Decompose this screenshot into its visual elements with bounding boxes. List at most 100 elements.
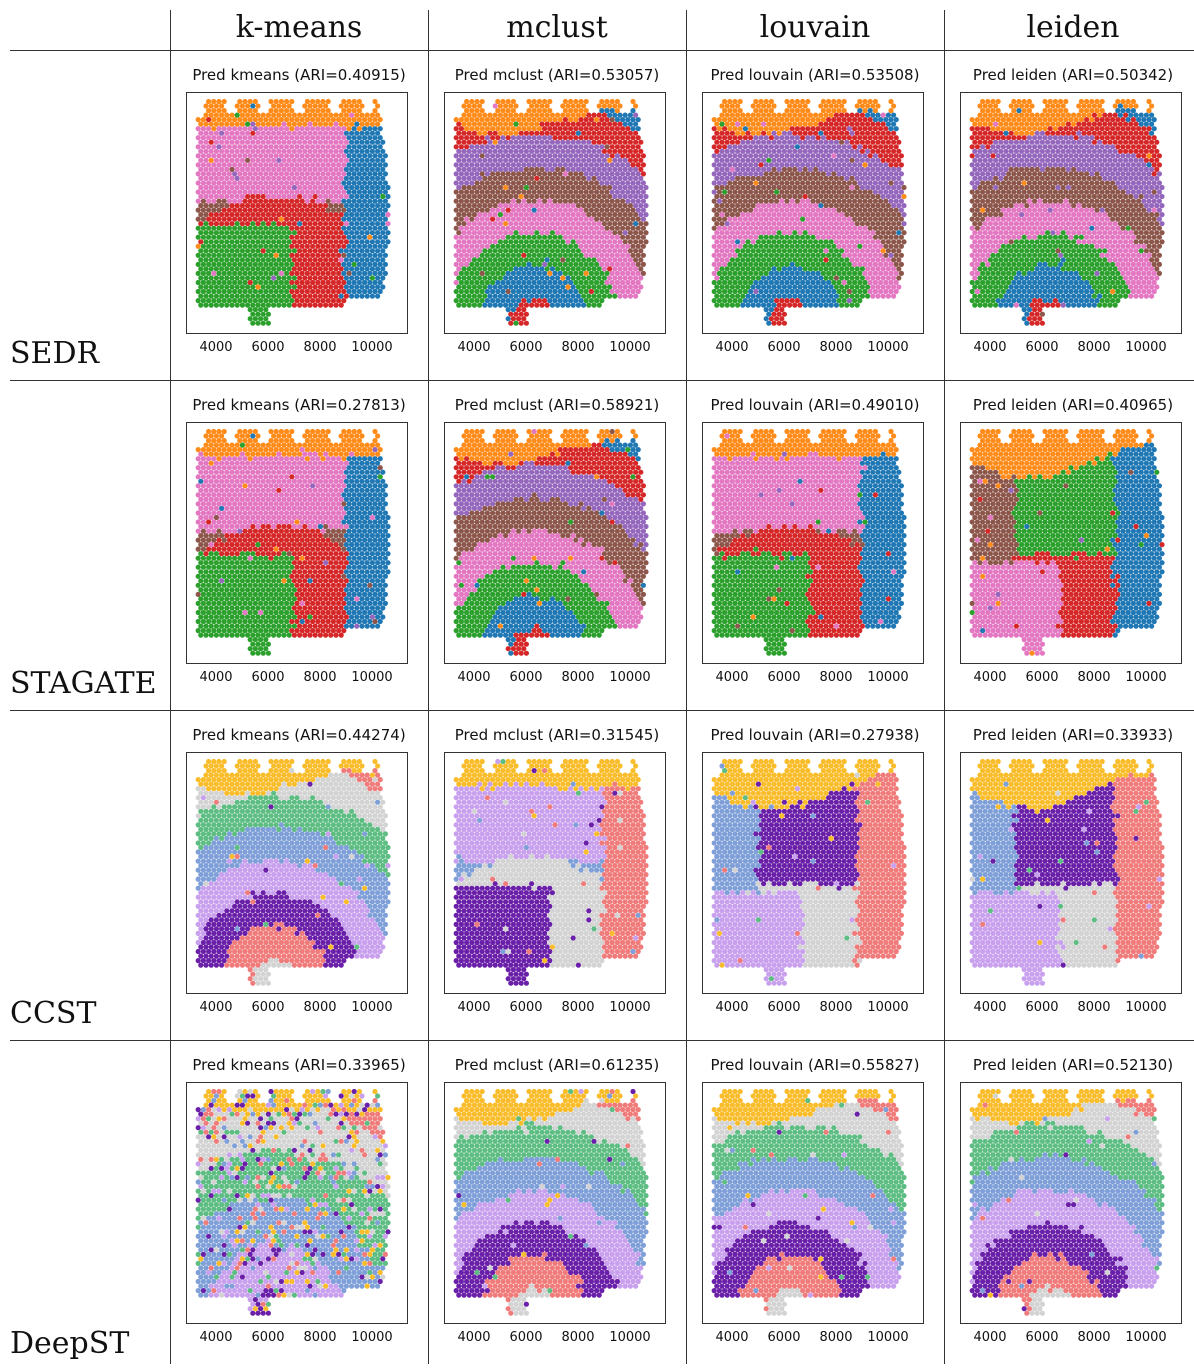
plot-panel: Pred leiden (ARI=0.52130) 4000 6000 8000 100… bbox=[944, 1040, 1194, 1370]
x-tick-label: 8000 bbox=[561, 340, 594, 355]
plot-title: Pred leiden (ARI=0.52130) bbox=[944, 1056, 1194, 1074]
row-rule bbox=[10, 1040, 1194, 1041]
x-axis-ticks: 4000 6000 8000 10000 bbox=[944, 340, 1194, 360]
plot-title: Pred leiden (ARI=0.40965) bbox=[944, 396, 1194, 414]
plot-area bbox=[444, 422, 666, 664]
plot-title: Pred leiden (ARI=0.33933) bbox=[944, 726, 1194, 744]
plot-area bbox=[186, 422, 408, 664]
x-tick-label: 4000 bbox=[457, 340, 490, 355]
column-rule bbox=[686, 10, 687, 1364]
spatial-scatter bbox=[969, 98, 1165, 326]
plot-area bbox=[960, 422, 1182, 664]
plot-area bbox=[960, 92, 1182, 334]
x-tick-label: 6000 bbox=[767, 1330, 800, 1345]
x-tick-label: 6000 bbox=[1025, 340, 1058, 355]
row-label: CCST bbox=[10, 996, 96, 1031]
x-tick-label: 6000 bbox=[767, 1000, 800, 1015]
x-tick-label: 6000 bbox=[767, 670, 800, 685]
plot-panel: Pred louvain (ARI=0.55827) 4000 6000 8000 10… bbox=[686, 1040, 944, 1370]
x-axis-ticks: 4000 6000 8000 10000 bbox=[428, 1000, 686, 1020]
x-tick-label: 10000 bbox=[351, 340, 392, 355]
row-rule bbox=[10, 380, 1194, 381]
plot-panel: Pred louvain (ARI=0.53508) 4000 6000 8000 10… bbox=[686, 50, 944, 380]
spatial-scatter bbox=[711, 428, 907, 656]
spatial-scatter bbox=[969, 1088, 1165, 1316]
x-axis-ticks: 4000 6000 8000 10000 bbox=[428, 670, 686, 690]
x-tick-label: 8000 bbox=[819, 670, 852, 685]
x-axis-ticks: 4000 6000 8000 10000 bbox=[944, 1000, 1194, 1020]
column-header: mclust bbox=[428, 6, 686, 50]
x-tick-label: 8000 bbox=[819, 1330, 852, 1345]
plot-panel: Pred kmeans (ARI=0.27813) 4000 6000 8000 100… bbox=[170, 380, 428, 710]
x-axis-ticks: 4000 6000 8000 10000 bbox=[686, 670, 944, 690]
plot-title: Pred mclust (ARI=0.58921) bbox=[428, 396, 686, 414]
spatial-scatter bbox=[969, 758, 1165, 986]
x-tick-label: 6000 bbox=[1025, 1330, 1058, 1345]
plot-panel: Pred mclust (ARI=0.31545) 4000 6000 8000 100… bbox=[428, 710, 686, 1040]
plot-area bbox=[186, 752, 408, 994]
plot-panel: Pred kmeans (ARI=0.40915) 4000 6000 8000 100… bbox=[170, 50, 428, 380]
x-tick-label: 4000 bbox=[715, 670, 748, 685]
x-tick-label: 10000 bbox=[867, 670, 908, 685]
plot-title: Pred louvain (ARI=0.27938) bbox=[686, 726, 944, 744]
plot-title: Pred mclust (ARI=0.61235) bbox=[428, 1056, 686, 1074]
plot-area bbox=[702, 92, 924, 334]
x-tick-label: 10000 bbox=[609, 670, 650, 685]
plot-area bbox=[960, 752, 1182, 994]
plot-area bbox=[702, 1082, 924, 1324]
row-rule bbox=[10, 710, 1194, 711]
x-tick-label: 4000 bbox=[715, 1330, 748, 1345]
column-header: k-means bbox=[170, 6, 428, 50]
x-tick-label: 10000 bbox=[351, 1330, 392, 1345]
x-tick-label: 8000 bbox=[819, 1000, 852, 1015]
x-tick-label: 8000 bbox=[1077, 670, 1110, 685]
spatial-scatter bbox=[969, 428, 1165, 656]
x-tick-label: 6000 bbox=[509, 1330, 542, 1345]
plot-panel: Pred kmeans (ARI=0.44274) 4000 6000 8000 100… bbox=[170, 710, 428, 1040]
x-tick-label: 4000 bbox=[715, 340, 748, 355]
plot-panel: Pred mclust (ARI=0.53057) 4000 6000 8000 100… bbox=[428, 50, 686, 380]
x-tick-label: 10000 bbox=[609, 340, 650, 355]
x-tick-label: 8000 bbox=[1077, 1330, 1110, 1345]
x-tick-label: 6000 bbox=[251, 340, 284, 355]
x-tick-label: 10000 bbox=[609, 1000, 650, 1015]
x-tick-label: 6000 bbox=[509, 670, 542, 685]
row-label: SEDR bbox=[10, 336, 99, 371]
x-tick-label: 4000 bbox=[973, 340, 1006, 355]
x-tick-label: 6000 bbox=[251, 1000, 284, 1015]
spatial-scatter bbox=[453, 98, 649, 326]
spatial-scatter bbox=[711, 758, 907, 986]
x-tick-label: 8000 bbox=[819, 340, 852, 355]
x-tick-label: 10000 bbox=[1125, 340, 1166, 355]
plot-title: Pred kmeans (ARI=0.40915) bbox=[170, 66, 428, 84]
x-tick-label: 4000 bbox=[457, 1000, 490, 1015]
plot-area bbox=[444, 1082, 666, 1324]
spatial-scatter bbox=[195, 758, 391, 986]
x-tick-label: 4000 bbox=[199, 340, 232, 355]
x-tick-label: 4000 bbox=[715, 1000, 748, 1015]
row-label: DeepST bbox=[10, 1326, 129, 1361]
x-tick-label: 4000 bbox=[457, 670, 490, 685]
x-tick-label: 8000 bbox=[303, 1000, 336, 1015]
x-tick-label: 10000 bbox=[1125, 1000, 1166, 1015]
x-tick-label: 8000 bbox=[303, 670, 336, 685]
plot-title: Pred kmeans (ARI=0.27813) bbox=[170, 396, 428, 414]
x-axis-ticks: 4000 6000 8000 10000 bbox=[944, 670, 1194, 690]
plot-panel: Pred mclust (ARI=0.58921) 4000 6000 8000 100… bbox=[428, 380, 686, 710]
header-rule bbox=[10, 50, 1194, 51]
x-tick-label: 4000 bbox=[199, 670, 232, 685]
plot-area bbox=[444, 752, 666, 994]
x-tick-label: 8000 bbox=[561, 670, 594, 685]
x-tick-label: 4000 bbox=[973, 670, 1006, 685]
column-header: louvain bbox=[686, 6, 944, 50]
column-rule bbox=[944, 10, 945, 1364]
spatial-scatter bbox=[453, 428, 649, 656]
plot-panel: Pred leiden (ARI=0.40965) 4000 6000 8000 100… bbox=[944, 380, 1194, 710]
plot-area bbox=[186, 1082, 408, 1324]
plot-title: Pred leiden (ARI=0.50342) bbox=[944, 66, 1194, 84]
plot-title: Pred louvain (ARI=0.53508) bbox=[686, 66, 944, 84]
x-axis-ticks: 4000 6000 8000 10000 bbox=[428, 1330, 686, 1350]
plot-title: Pred kmeans (ARI=0.44274) bbox=[170, 726, 428, 744]
x-tick-label: 8000 bbox=[1077, 340, 1110, 355]
